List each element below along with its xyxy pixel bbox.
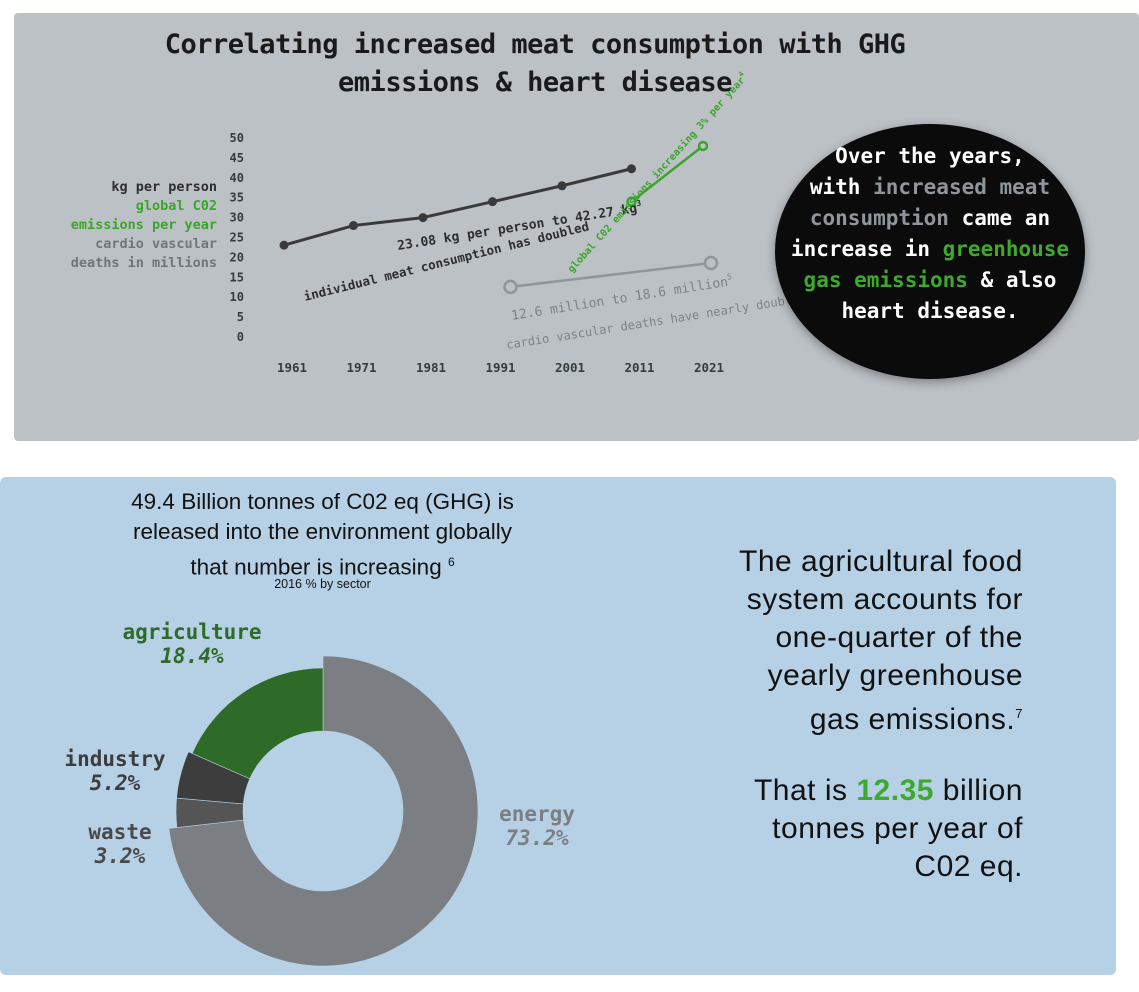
x-tick-label: 1961: [277, 360, 307, 375]
pie-heading-line-3: that number is increasing: [190, 554, 442, 580]
series-line-co2: [630, 144, 704, 203]
chart-title: Correlating increased meat consumption w…: [120, 26, 950, 102]
pie-subheading: 2016 % by sector: [274, 577, 371, 591]
data-point-meat: [279, 240, 289, 250]
legend-meat: kg per person: [111, 179, 217, 195]
legend-cardio-line1: cardio vascular: [95, 236, 217, 252]
x-tick-label: 1991: [485, 360, 515, 375]
summary-line-2a: with: [809, 175, 874, 199]
summary-line-4a: increase in: [790, 237, 943, 261]
data-point-cardio: [503, 279, 518, 295]
tonnes-text: That is 12.35 billion tonnes per year of…: [623, 772, 1023, 886]
x-tick-label: 2021: [694, 360, 724, 375]
label-agriculture-pct: 18.4%: [160, 644, 224, 668]
summary-line-2b: increased meat: [873, 175, 1051, 199]
line-chart: 0 5 10 15 20 25 30 35 40 45 50 1961 1971 1981 1991 200…: [230, 70, 808, 375]
y-tick-label: 30: [230, 211, 244, 225]
label-industry: industry 5.2%: [55, 747, 175, 795]
pie-heading-line-1: 49.4 Billion tonnes of C02 eq (GHG) is: [131, 489, 514, 514]
data-point-co2: [626, 196, 637, 207]
co2-note-annotation: global C02 emissions increasing 3% per y…: [564, 70, 750, 275]
summary-line-3a: consumption: [809, 206, 949, 230]
label-energy: energy 73.2%: [482, 802, 592, 850]
legend-co2-line1: global C02: [135, 198, 217, 214]
data-point-co2: [697, 140, 709, 152]
agri-share-line-1: The agricultural food: [739, 545, 1023, 578]
y-tick-label: 0: [237, 330, 244, 344]
agri-share-line-5: gas emissions.: [809, 703, 1016, 736]
legend-cardio-line2: deaths in millions: [70, 255, 217, 271]
agri-share-ref: 7: [1015, 706, 1023, 721]
label-waste-name: waste: [88, 820, 152, 844]
y-tick-label: 10: [230, 290, 244, 304]
summary-line-1: Over the years,: [835, 144, 1025, 168]
y-tick-label: 45: [230, 151, 244, 165]
pie-heading: 49.4 Billion tonnes of C02 eq (GHG) is r…: [70, 487, 575, 583]
y-tick-label: 35: [230, 191, 244, 205]
data-point-meat: [418, 213, 428, 223]
title-line-2: emissions & heart disease: [338, 67, 732, 98]
agri-share-line-2: system accounts for: [746, 583, 1023, 616]
summary-circle: [775, 124, 1085, 379]
label-waste: waste 3.2%: [65, 820, 175, 868]
pie-heading-line-2: released into the environment globally: [133, 519, 512, 544]
summary-text: Over the years, with increased meat cons…: [780, 141, 1080, 327]
data-point-meat: [627, 164, 636, 174]
summary-line-6: heart disease.: [841, 299, 1019, 323]
label-energy-pct: 73.2%: [505, 826, 569, 850]
series-line-cardio: [510, 261, 712, 289]
tonnes-prefix: That is: [753, 774, 857, 807]
x-tick-label: 2001: [555, 360, 585, 375]
y-tick-label: 40: [230, 171, 244, 185]
title-line-1: Correlating increased meat consumption w…: [164, 29, 906, 60]
summary-line-4b: greenhouse: [942, 237, 1070, 261]
x-tick-label: 2011: [624, 360, 654, 375]
summary-line-5a: gas emissions: [803, 268, 968, 292]
y-tick-label: 25: [230, 231, 244, 245]
tonnes-line-3: C02 eq.: [914, 850, 1023, 883]
summary-line-3b: came an: [948, 206, 1051, 230]
y-tick-label: 15: [230, 270, 244, 284]
x-tick-label: 1981: [416, 360, 446, 375]
y-tick-label: 20: [230, 250, 244, 264]
data-point-meat: [557, 181, 567, 191]
y-tick-label: 50: [230, 131, 244, 145]
y-tick-label: 5: [237, 310, 244, 324]
tonnes-suffix: billion: [933, 774, 1023, 807]
data-point-meat: [488, 197, 497, 207]
agri-share-text: The agricultural food system accounts fo…: [623, 543, 1023, 739]
summary-line-5b: & also: [967, 268, 1057, 292]
pie-heading-ref: 6: [447, 555, 455, 569]
tonnes-line-2: tonnes per year of: [772, 812, 1023, 845]
agri-share-line-4: yearly greenhouse: [767, 659, 1023, 692]
label-agriculture-name: agriculture: [122, 620, 262, 644]
label-industry-name: industry: [64, 747, 166, 771]
agri-share-line-3: one-quarter of the: [775, 621, 1023, 654]
tonnes-amount: 12.35: [856, 774, 934, 807]
label-waste-pct: 3.2%: [94, 844, 146, 868]
label-energy-name: energy: [499, 802, 575, 826]
legend-co2-line2: emissions per year: [70, 217, 217, 233]
x-tick-label: 1971: [346, 360, 376, 375]
series-line-meat: [283, 167, 632, 247]
data-point-meat: [349, 221, 358, 231]
label-agriculture: agriculture 18.4%: [112, 620, 272, 668]
data-point-cardio: [703, 255, 719, 271]
label-industry-pct: 5.2%: [89, 771, 141, 795]
